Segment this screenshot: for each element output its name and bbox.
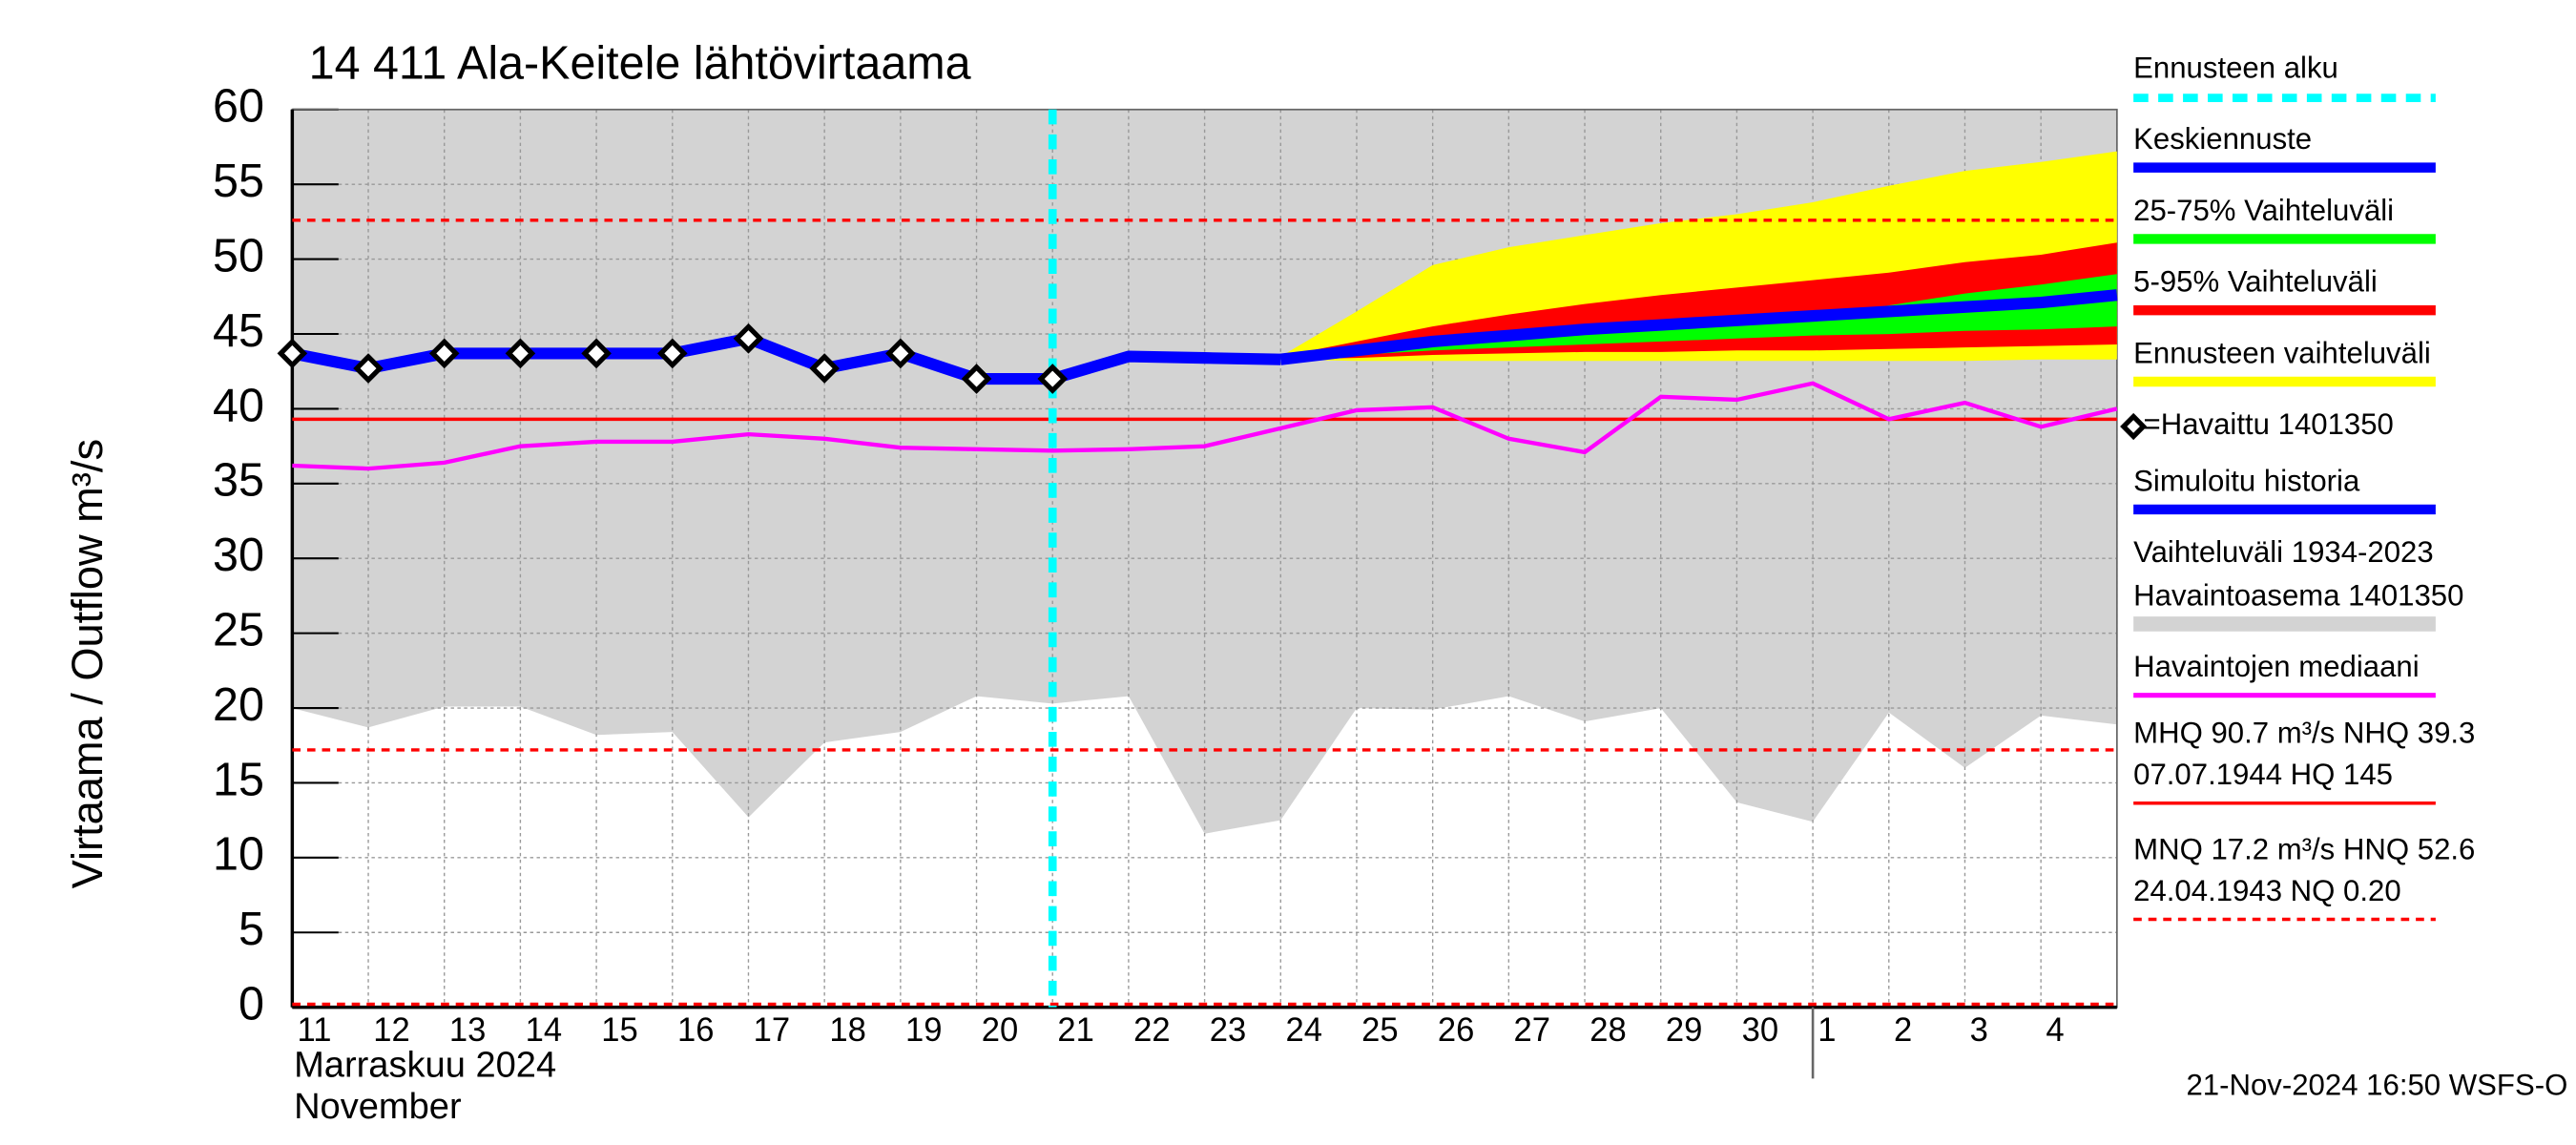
legend-label: =Havaittu 1401350: [2144, 407, 2394, 441]
y-tick-label: 15: [213, 754, 264, 805]
x-tick-label: 26: [1438, 1012, 1475, 1049]
legend-label: Simuloitu historia: [2133, 464, 2360, 497]
x-tick-label: 17: [754, 1012, 791, 1049]
x-tick-label: 1: [1818, 1012, 1836, 1049]
legend-label: Ennusteen vaihteluväli: [2133, 336, 2431, 369]
x-tick-label: 4: [2046, 1012, 2064, 1049]
y-tick-label: 50: [213, 230, 264, 281]
x-tick-label: 27: [1514, 1012, 1551, 1049]
legend-swatch: [2120, 412, 2148, 441]
observed-point: [656, 338, 688, 369]
legend-label: MNQ 17.2 m³/s HNQ 52.6: [2133, 832, 2475, 865]
x-tick-label: 16: [677, 1012, 715, 1049]
legend-label: Havaintojen mediaani: [2133, 650, 2420, 683]
observed-point: [885, 338, 916, 369]
y-tick-label: 30: [213, 530, 264, 581]
x-tick-label: 22: [1133, 1012, 1171, 1049]
y-tick-label: 0: [239, 978, 264, 1030]
x-tick-label: 20: [982, 1012, 1019, 1049]
x-tick-label: 25: [1361, 1012, 1399, 1049]
y-tick-label: 20: [213, 679, 264, 731]
x-tick-label: 30: [1742, 1012, 1779, 1049]
observed-point: [1037, 364, 1069, 394]
legend-label: 24.04.1943 NQ 0.20: [2133, 874, 2401, 907]
x-tick-label: 2: [1894, 1012, 1912, 1049]
x-tick-label: 12: [373, 1012, 410, 1049]
chart-title: 14 411 Ala-Keitele lähtövirtaama: [309, 37, 972, 89]
legend-label: Havaintoasema 1401350: [2133, 578, 2463, 612]
median-line: [292, 381, 2118, 471]
y-tick-label: 5: [239, 904, 264, 955]
legend-label: 25-75% Vaihteluväli: [2133, 194, 2394, 227]
legend-label: MHQ 90.7 m³/s NHQ 39.3: [2133, 717, 2475, 750]
legend-label: Ennusteen alku: [2133, 51, 2338, 84]
observed-point: [961, 364, 992, 394]
x-tick-label: 24: [1285, 1012, 1322, 1049]
x-tick-label: 13: [449, 1012, 487, 1049]
x-tick-label: 14: [526, 1012, 563, 1049]
flow-line: [1279, 289, 2118, 365]
x-tick-label: 28: [1589, 1012, 1627, 1049]
x-tick-label: 18: [829, 1012, 866, 1049]
observed-point: [581, 338, 612, 369]
y-tick-label: 25: [213, 604, 264, 656]
x-axis-label: Marraskuu 2024: [294, 1044, 556, 1085]
x-tick-label: 15: [601, 1012, 638, 1049]
observed-point: [733, 323, 764, 354]
x-tick-label: 3: [1970, 1012, 1988, 1049]
x-tick-label: 23: [1210, 1012, 1247, 1049]
y-axis-label: Virtaama / Outflow m³/s: [63, 439, 112, 888]
y-tick-label: 10: [213, 829, 264, 881]
y-tick-label: 40: [213, 380, 264, 431]
x-tick-label: 21: [1057, 1012, 1094, 1049]
observed-point: [809, 353, 840, 384]
observed-point: [277, 338, 308, 369]
legend-label: Vaihteluväli 1934-2023: [2133, 535, 2434, 569]
observed-point: [505, 338, 536, 369]
x-tick-label: 11: [298, 1012, 332, 1049]
x-tick-label: 19: [905, 1012, 943, 1049]
y-tick-label: 35: [213, 455, 264, 507]
y-tick-label: 55: [213, 156, 264, 207]
x-axis-label: November: [294, 1086, 462, 1127]
legend-label: 07.07.1944 HQ 145: [2133, 758, 2393, 791]
x-tick-label: 29: [1666, 1012, 1703, 1049]
timestamp: 21-Nov-2024 16:50 WSFS-O: [2186, 1068, 2567, 1101]
observed-point: [353, 353, 384, 384]
y-tick-label: 60: [213, 81, 264, 133]
legend-label: Keskiennuste: [2133, 122, 2312, 156]
observed-point: [428, 338, 460, 369]
y-tick-label: 45: [213, 305, 264, 357]
legend-label: 5-95% Vaihteluväli: [2133, 265, 2378, 299]
